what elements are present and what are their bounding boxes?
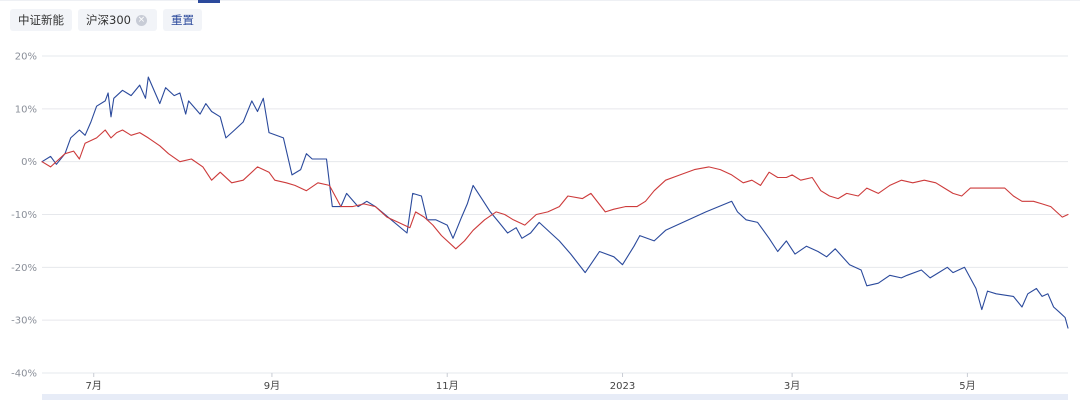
chart-series xyxy=(41,76,1069,329)
stock-chip-label: 中证新能 xyxy=(18,13,64,27)
close-icon[interactable]: × xyxy=(135,14,147,26)
active-tab-indicator xyxy=(198,0,220,3)
y-tick-label: -10% xyxy=(11,210,37,221)
x-tick-label: 2023 xyxy=(610,381,635,392)
y-tick-label: -40% xyxy=(11,369,37,380)
x-tick-label: 11月 xyxy=(436,380,459,392)
index-chip[interactable]: 沪深300 × xyxy=(78,9,157,31)
y-tick-label: 0% xyxy=(21,157,37,168)
series-line-red xyxy=(41,129,1069,250)
chart-grid xyxy=(42,55,1068,374)
reset-button[interactable]: 重置 xyxy=(162,9,202,31)
x-tick-label: 7月 xyxy=(86,380,102,392)
stock-chip[interactable]: 中证新能 xyxy=(10,9,72,31)
x-tick-label: 5月 xyxy=(959,380,975,392)
x-tick-label: 3月 xyxy=(784,380,800,392)
reset-button-label: 重置 xyxy=(170,13,194,27)
y-tick-label: 20% xyxy=(15,52,37,63)
series-line-blue xyxy=(41,76,1069,329)
x-tick-label: 9月 xyxy=(264,380,280,392)
y-axis: 20% 10% 0% -10% -20% -30% -40% xyxy=(11,52,37,380)
x-axis: 7月 9月 11月 2023 3月 5月 xyxy=(86,373,976,392)
range-navigator[interactable] xyxy=(42,394,1068,400)
y-tick-label: -30% xyxy=(11,316,37,327)
index-chip-label: 沪深300 xyxy=(86,13,131,27)
comparison-toolbar: 中证新能 沪深300 × 重置 xyxy=(10,9,202,31)
top-divider xyxy=(0,0,1080,1)
y-tick-label: 10% xyxy=(15,104,37,115)
y-tick-label: -20% xyxy=(11,263,37,274)
